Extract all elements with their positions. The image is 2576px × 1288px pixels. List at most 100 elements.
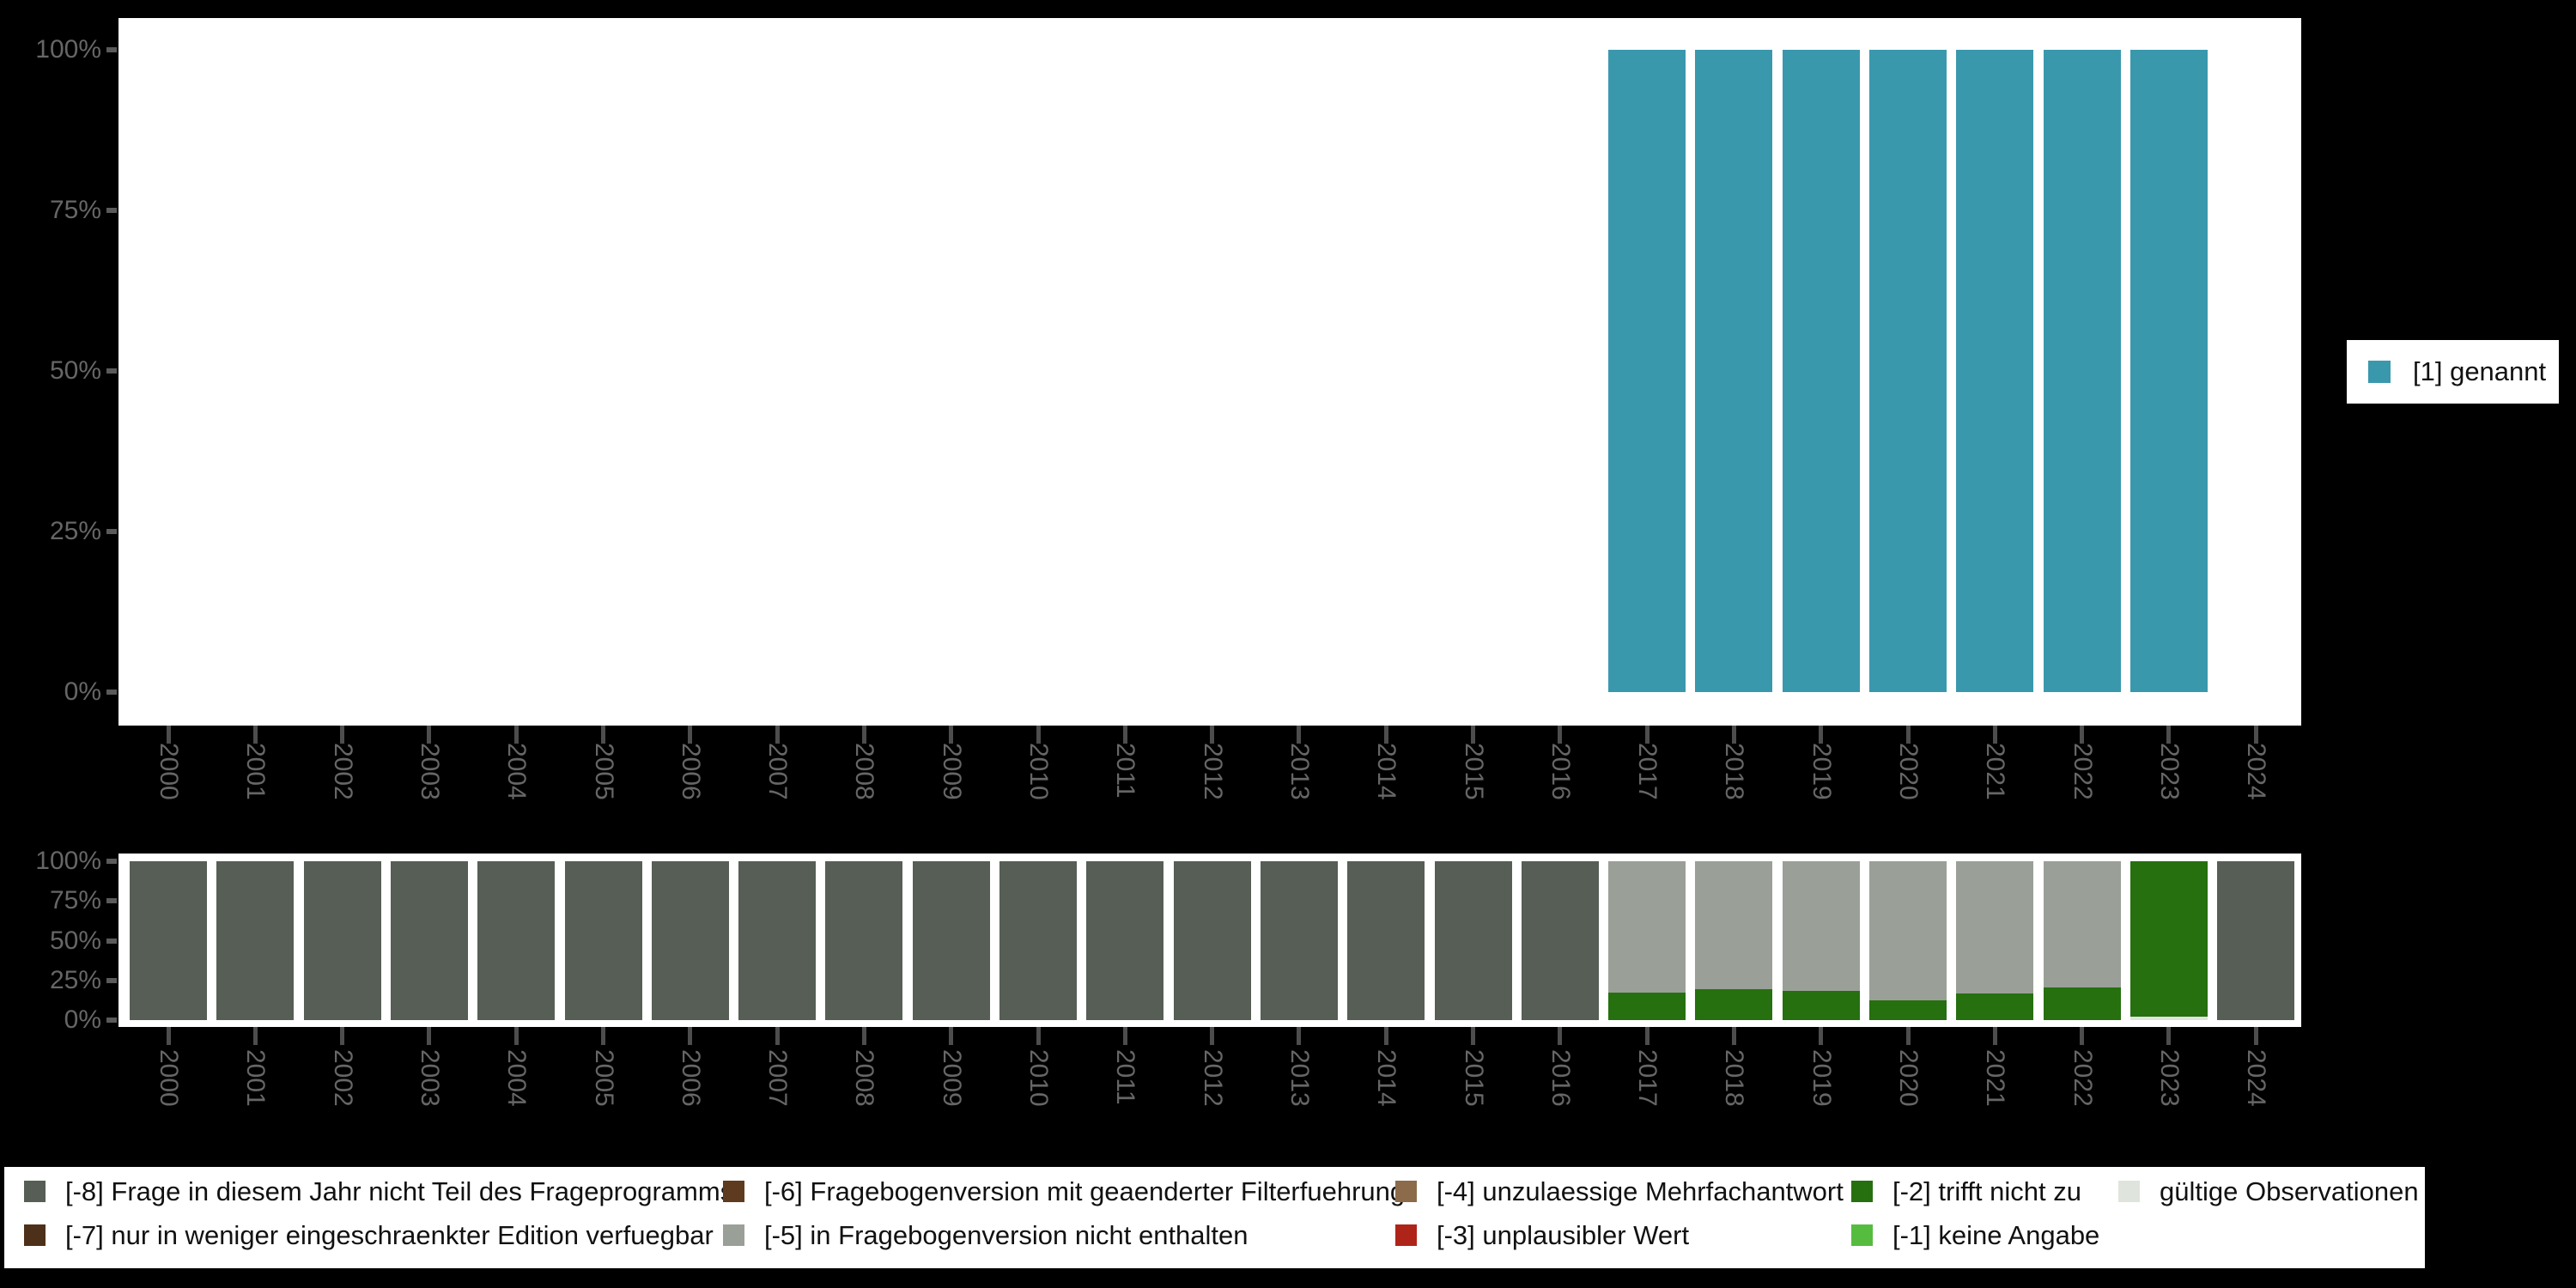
y-axis-tick: [106, 368, 117, 374]
x-axis-label: 2012: [1196, 1049, 1229, 1152]
bar-segment: [2044, 987, 2121, 1020]
x-axis-tick: [1297, 1027, 1301, 1045]
x-axis-label: 2012: [1196, 743, 1229, 846]
x-axis-label: 2004: [500, 1049, 532, 1152]
legend-swatch-icon: [1395, 1224, 1417, 1246]
bar-segment: [1174, 861, 1251, 1020]
legend-label: [-7] nur in weniger eingeschraenkter Edi…: [65, 1219, 714, 1252]
bar-segment: [1347, 861, 1425, 1020]
x-axis-tick: [1123, 726, 1127, 744]
x-axis-label: 2001: [239, 1049, 271, 1152]
x-axis-tick: [1993, 1027, 1997, 1045]
x-axis-tick: [427, 1027, 431, 1045]
x-axis-label: 2019: [1805, 743, 1838, 846]
bar-segment: [1695, 861, 1772, 989]
x-axis-label: 2018: [1717, 743, 1750, 846]
bar-segment: [477, 861, 555, 1020]
bar-segment: [1086, 861, 1163, 1020]
x-axis-label: 2020: [1892, 743, 1924, 846]
bar-genannt: [2044, 50, 2121, 692]
x-axis-tick: [167, 726, 171, 744]
y-axis-label: 25%: [0, 964, 101, 997]
legend-counts: [1] genannt: [2347, 340, 2559, 404]
x-axis-tick: [340, 726, 344, 744]
x-axis-label: 2021: [1978, 743, 2011, 846]
bar-segment: [1435, 861, 1512, 1020]
y-axis-tick: [106, 208, 117, 213]
bar-segment: [1608, 861, 1686, 993]
bar-segment: [304, 861, 381, 1020]
bar-segment: [913, 861, 990, 1020]
x-axis-tick: [688, 726, 692, 744]
bar-segment: [1783, 861, 1860, 991]
bar-genannt: [1783, 50, 1860, 692]
bar-genannt: [1608, 50, 1686, 692]
x-axis-label: 2022: [2066, 1049, 2099, 1152]
legend-label: gültige Observationen: [2160, 1176, 2419, 1208]
missing-values-chart-page: [1] genannt [-8] Frage in diesem Jahr ni…: [0, 0, 2576, 1288]
bar-segment: [1261, 861, 1338, 1020]
x-axis-label: 2010: [1022, 743, 1054, 846]
x-axis-label: 2016: [1544, 743, 1577, 846]
legend-swatch-icon: [723, 1181, 744, 1202]
legend-label: [-8] Frage in diesem Jahr nicht Teil des…: [65, 1176, 733, 1208]
x-axis-tick: [862, 1027, 866, 1045]
x-axis-tick: [2080, 1027, 2084, 1045]
x-axis-tick: [2080, 726, 2084, 744]
y-axis-tick: [106, 859, 117, 864]
legend-swatch-icon: [1395, 1181, 1417, 1202]
x-axis-tick: [688, 1027, 692, 1045]
bar-segment: [1956, 993, 2033, 1020]
bar-segment: [565, 861, 642, 1020]
x-axis-label: 2022: [2066, 743, 2099, 846]
y-axis-tick: [106, 1018, 117, 1023]
x-axis-label: 2024: [2239, 1049, 2272, 1152]
x-axis-label: 2011: [1109, 743, 1141, 846]
x-axis-label: 2014: [1370, 1049, 1402, 1152]
y-axis-label: 25%: [0, 515, 101, 548]
bar-segment: [738, 861, 816, 1020]
y-axis-label: 50%: [0, 355, 101, 387]
x-axis-label: 2000: [152, 1049, 185, 1152]
x-axis-label: 2023: [2153, 1049, 2185, 1152]
legend-label: [-4] unzulaessige Mehrfachantwort: [1437, 1176, 1844, 1208]
x-axis-label: 2010: [1022, 1049, 1054, 1152]
y-axis-tick: [106, 690, 117, 695]
legend-label: [-6] Fragebogenversion mit geaenderter F…: [764, 1176, 1405, 1208]
x-axis-tick: [1732, 726, 1736, 744]
x-axis-label: 2006: [674, 743, 707, 846]
bar-segment: [1608, 993, 1686, 1020]
x-axis-label: 2007: [761, 743, 793, 846]
bar-segment: [1783, 991, 1860, 1020]
x-axis-label: 2009: [935, 743, 968, 846]
x-axis-label: 2006: [674, 1049, 707, 1152]
x-axis-label: 2024: [2239, 743, 2272, 846]
x-axis-tick: [2166, 726, 2171, 744]
x-axis-label: 2016: [1544, 1049, 1577, 1152]
x-axis-tick: [1819, 1027, 1823, 1045]
x-axis-label: 2007: [761, 1049, 793, 1152]
legend-swatch-icon: [1851, 1181, 1873, 1202]
bar-segment: [999, 861, 1077, 1020]
bar-segment: [216, 861, 294, 1020]
y-axis-tick: [106, 47, 117, 52]
y-axis-tick: [106, 978, 117, 983]
x-axis-label: 2008: [848, 743, 880, 846]
bar-segment: [825, 861, 902, 1020]
bar-genannt: [2130, 50, 2208, 692]
x-axis-label: 2017: [1631, 1049, 1663, 1152]
y-axis-tick: [106, 939, 117, 944]
x-axis-label: 2005: [587, 743, 620, 846]
x-axis-tick: [1210, 1027, 1214, 1045]
x-axis-tick: [253, 1027, 258, 1045]
x-axis-tick: [775, 726, 780, 744]
y-axis-label: 0%: [0, 676, 101, 708]
y-axis-label: 0%: [0, 1004, 101, 1036]
legend-swatch-icon: [24, 1181, 46, 1202]
y-axis-label: 75%: [0, 884, 101, 917]
x-axis-label: 2021: [1978, 1049, 2011, 1152]
x-axis-label: 2023: [2153, 743, 2185, 846]
y-axis-label: 100%: [0, 845, 101, 878]
x-axis-tick: [1558, 1027, 1562, 1045]
x-axis-tick: [1471, 1027, 1475, 1045]
